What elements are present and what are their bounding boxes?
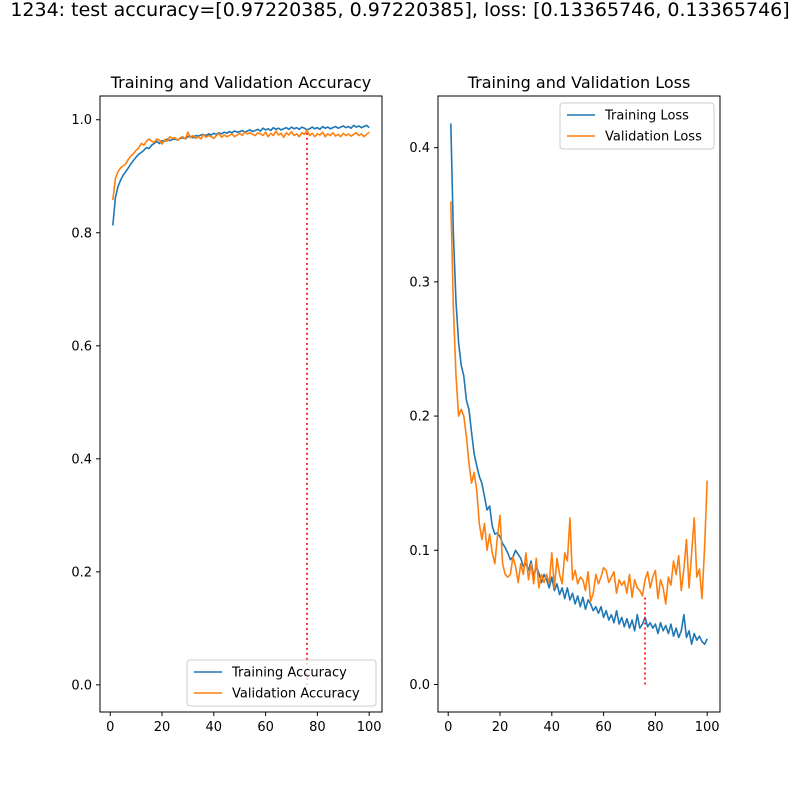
accuracy-chart-title: Training and Validation Accuracy — [110, 73, 372, 92]
accuracy-y-tick-label: 0.4 — [71, 452, 92, 467]
accuracy-legend-label: Validation Accuracy — [232, 687, 360, 702]
loss-x-tick-label: 40 — [544, 720, 561, 735]
accuracy-y-tick-label: 0.2 — [71, 565, 92, 580]
loss-chart-title: Training and Validation Loss — [467, 73, 691, 92]
loss-y-tick-label: 0.2 — [409, 410, 430, 425]
loss-y-tick-label: 0.3 — [409, 275, 430, 290]
loss-y-tick-label: 0.0 — [409, 678, 430, 693]
accuracy-y-tick-label: 0.6 — [71, 339, 92, 354]
loss-legend-label: Training Loss — [604, 109, 689, 124]
loss-x-tick-label: 80 — [647, 720, 664, 735]
loss-legend-label: Validation Loss — [605, 130, 702, 145]
loss-x-tick-label: 20 — [492, 720, 509, 735]
loss-y-tick-label: 0.4 — [409, 141, 430, 156]
loss-axes: Training and Validation Loss 0 20 40 60 80 10… — [409, 73, 721, 735]
loss-legend-box — [559, 102, 715, 150]
accuracy-series-line-training — [112, 124, 370, 226]
loss-series-line-validation — [450, 201, 708, 605]
loss-x-tick-label: 100 — [695, 720, 720, 735]
accuracy-y-tick-label: 0.0 — [71, 678, 92, 693]
accuracy-y-tick-label: 1.0 — [71, 113, 92, 128]
accuracy-axes-frame — [99, 95, 383, 713]
loss-x-tick-label: 60 — [595, 720, 612, 735]
figure-suptitle: 1234: test accuracy=[0.97220385, 0.97220… — [10, 0, 789, 21]
accuracy-legend-box — [186, 659, 377, 707]
accuracy-series-line-validation — [112, 129, 370, 201]
loss-legend: Training Loss Validation Loss — [559, 102, 715, 150]
accuracy-x-tick-label: 80 — [309, 720, 326, 735]
accuracy-x-tick-label: 100 — [357, 720, 382, 735]
accuracy-legend-label: Training Accuracy — [231, 666, 347, 681]
loss-x-tick-label: 0 — [444, 720, 452, 735]
loss-axes-frame — [437, 95, 721, 713]
accuracy-x-tick-label: 20 — [154, 720, 171, 735]
accuracy-axes: Training and Validation Accuracy 0 20 40 60… — [71, 73, 383, 735]
accuracy-x-tick-label: 0 — [106, 720, 114, 735]
loss-series-line-training — [450, 123, 708, 646]
loss-y-tick-label: 0.1 — [409, 544, 430, 559]
accuracy-x-tick-label: 40 — [206, 720, 223, 735]
accuracy-legend: Training Accuracy Validation Accuracy — [186, 659, 377, 707]
accuracy-y-tick-label: 0.8 — [71, 226, 92, 241]
accuracy-x-tick-label: 60 — [257, 720, 274, 735]
